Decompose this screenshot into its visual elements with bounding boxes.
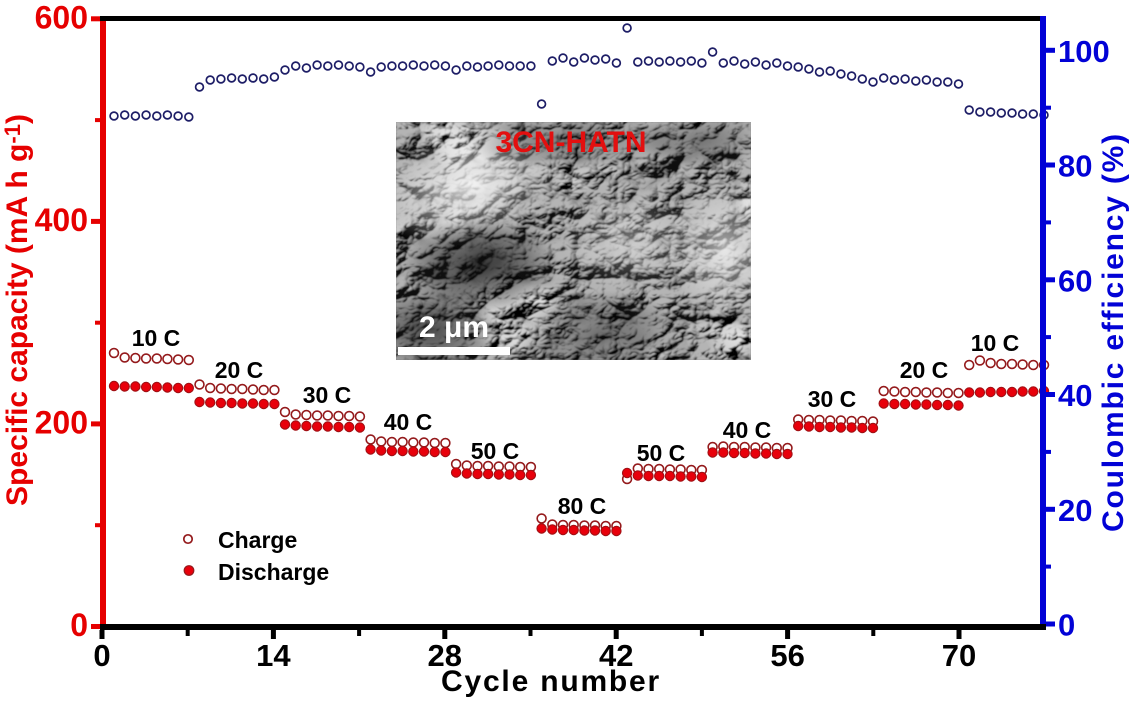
svg-text:50 C: 50 C [637,440,686,466]
svg-text:Charge: Charge [218,527,297,553]
svg-text:100: 100 [1058,34,1110,69]
svg-text:30 C: 30 C [808,386,857,412]
svg-text:Cycle number: Cycle number [441,665,661,698]
svg-text:0: 0 [93,638,110,673]
svg-text:0: 0 [1058,608,1075,643]
svg-text:80 C: 80 C [558,493,607,519]
svg-text:60: 60 [1058,263,1092,298]
svg-text:10 C: 10 C [971,330,1020,356]
svg-text:0: 0 [70,607,88,643]
svg-text:20 C: 20 C [215,357,264,383]
svg-text:Coulombic efficiency (%): Coulombic efficiency (%) [1097,132,1130,532]
svg-text:Specific capacity (mA h g-1): Specific capacity (mA h g-1) [0,114,34,506]
svg-text:3CN-HATN: 3CN-HATN [495,126,646,159]
svg-text:2 μm: 2 μm [419,311,489,344]
svg-text:14: 14 [256,638,291,673]
svg-text:200: 200 [35,404,88,440]
svg-text:50 C: 50 C [471,438,520,464]
svg-text:28: 28 [428,638,462,673]
svg-text:30 C: 30 C [303,382,352,408]
svg-text:40: 40 [1058,378,1092,413]
svg-text:600: 600 [35,0,88,35]
svg-text:10 C: 10 C [132,325,181,351]
svg-text:42: 42 [599,638,633,673]
svg-text:80: 80 [1058,149,1092,184]
svg-text:56: 56 [770,638,804,673]
svg-text:20: 20 [1058,493,1092,528]
svg-text:20 C: 20 C [900,357,949,383]
svg-text:400: 400 [35,202,88,238]
svg-text:40 C: 40 C [384,409,433,435]
svg-text:70: 70 [942,638,976,673]
svg-text:40 C: 40 C [723,417,772,443]
svg-text:Discharge: Discharge [218,559,329,585]
